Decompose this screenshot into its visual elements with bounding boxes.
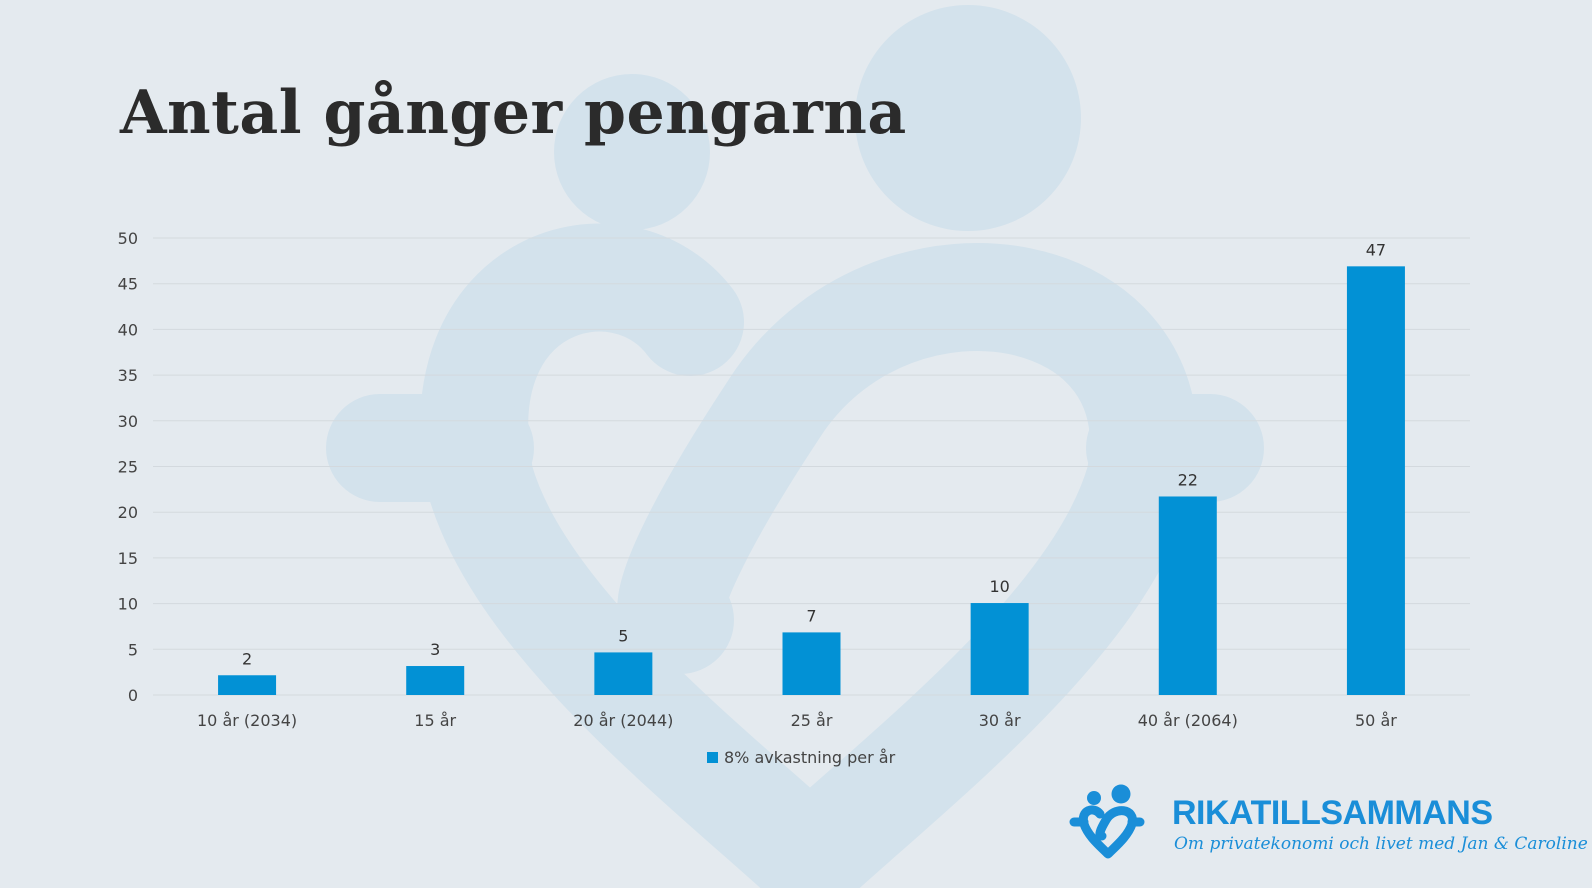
y-tick-label: 5	[128, 640, 138, 659]
brand-logo: RIKATILLSAMMANS Om privatekonomi och liv…	[1069, 784, 1588, 875]
legend-label: 8% avkastning per år	[724, 748, 896, 767]
data-label: 5	[618, 626, 628, 645]
data-label: 2	[242, 649, 252, 668]
x-tick-label: 40 år (2064)	[1138, 711, 1238, 730]
y-tick-label: 40	[118, 320, 138, 339]
y-tick-label: 10	[118, 595, 138, 614]
watermark-head-small-icon	[554, 74, 710, 230]
y-axis: 0 5 10 15 20 25 30 35 40 45 50	[118, 229, 138, 705]
bar	[970, 603, 1029, 695]
y-tick-label: 50	[118, 229, 138, 248]
y-tick-label: 25	[118, 458, 138, 477]
watermark-heart-icon	[326, 223, 1264, 888]
data-label: 3	[430, 640, 440, 659]
chart-bars	[218, 266, 1405, 695]
y-tick-label: 20	[118, 503, 138, 522]
chart-legend: 8% avkastning per år	[707, 748, 895, 767]
logo-tagline: Om privatekonomi och livet med Jan & Car…	[1174, 834, 1588, 854]
y-tick-label: 45	[118, 275, 138, 294]
data-labels: 2 3 5 7 10 22 47	[242, 240, 1386, 668]
x-tick-label: 25 år	[791, 711, 833, 730]
y-tick-label: 35	[118, 366, 138, 385]
bar	[406, 666, 465, 695]
bar	[1346, 266, 1405, 695]
bar	[1158, 496, 1217, 695]
x-tick-label: 10 år (2034)	[197, 711, 297, 730]
x-tick-label: 50 år	[1355, 711, 1397, 730]
legend-swatch	[707, 752, 718, 763]
x-tick-label: 15 år	[414, 711, 456, 730]
data-label: 7	[806, 606, 816, 625]
y-tick-label: 30	[118, 412, 138, 431]
watermark-head-large-icon	[855, 5, 1081, 231]
data-label: 10	[989, 577, 1009, 596]
data-label: 47	[1366, 240, 1386, 259]
logo-name: RIKATILLSAMMANS	[1172, 794, 1493, 832]
two-people-heart-icon	[1069, 784, 1145, 859]
y-tick-label: 0	[128, 686, 138, 705]
data-label: 22	[1178, 470, 1198, 489]
y-tick-label: 15	[118, 549, 138, 568]
bar	[218, 675, 277, 695]
bar	[782, 632, 841, 695]
x-tick-label: 20 år (2044)	[573, 711, 673, 730]
chart-gridlines	[153, 237, 1470, 696]
x-axis: 10 år (2034) 15 år 20 år (2044) 25 år 30 år 4…	[197, 711, 1397, 730]
page-title: Antal gånger pengarna	[120, 78, 907, 148]
x-tick-label: 30 år	[979, 711, 1021, 730]
bar	[594, 652, 653, 695]
